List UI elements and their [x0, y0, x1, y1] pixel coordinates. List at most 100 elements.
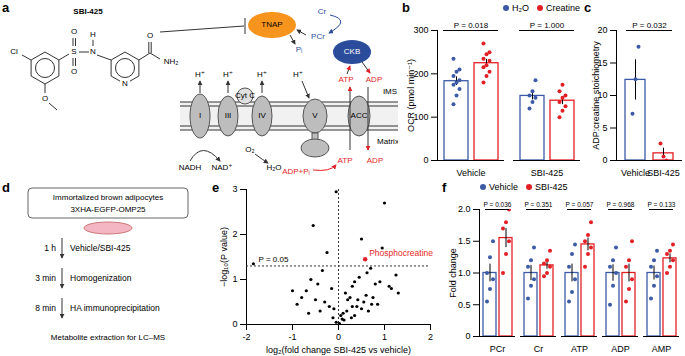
svg-text:OCR (pmol min⁻¹): OCR (pmol min⁻¹)	[406, 59, 416, 132]
svg-text:0: 0	[465, 331, 470, 341]
svg-text:Immortalized brown adipocytes: Immortalized brown adipocytes	[53, 193, 163, 202]
svg-text:2: 2	[232, 229, 237, 239]
svg-text:2.0: 2.0	[458, 204, 471, 214]
svg-text:P = 0.968: P = 0.968	[607, 201, 635, 208]
svg-text:V: V	[312, 111, 318, 120]
svg-text:−log₁₀(P value): −log₁₀(P value)	[219, 227, 229, 287]
svg-text:IMS: IMS	[383, 87, 397, 96]
svg-text:P = 0.032: P = 0.032	[632, 21, 667, 30]
svg-text:Cyt C: Cyt C	[235, 91, 255, 100]
svg-text:2: 2	[428, 332, 433, 342]
svg-text:H⁺: H⁺	[293, 70, 303, 79]
svg-text:5: 5	[602, 123, 607, 133]
svg-text:O₂: O₂	[245, 145, 254, 154]
svg-text:0: 0	[423, 155, 428, 165]
svg-text:S: S	[71, 47, 76, 56]
svg-text:Vehicle: Vehicle	[621, 168, 650, 178]
svg-text:H: H	[90, 30, 96, 39]
svg-text:ATP: ATP	[339, 75, 354, 84]
html-text:a: a	[2, 0, 10, 15]
svg-text:P = 0.018: P = 0.018	[454, 21, 489, 30]
svg-text:P = 0.036: P = 0.036	[484, 201, 512, 208]
svg-text:Matrix: Matrix	[377, 137, 399, 146]
svg-text:P = 0.351: P = 0.351	[525, 201, 553, 208]
svg-text:Vehicle/SBI-425: Vehicle/SBI-425	[70, 243, 131, 253]
svg-text:IV: IV	[258, 111, 266, 120]
svg-text:ATP: ATP	[571, 344, 588, 354]
svg-text:200: 200	[413, 68, 429, 79]
svg-text:1: 1	[382, 332, 387, 342]
svg-text:P = 1.000: P = 1.000	[530, 21, 565, 30]
svg-text:Phosphocreatine: Phosphocreatine	[369, 248, 433, 258]
svg-text:100: 100	[413, 112, 429, 122]
svg-text:ADP: ADP	[367, 156, 383, 165]
svg-text:N: N	[122, 79, 128, 88]
svg-text:ADP+Pᵢ: ADP+Pᵢ	[282, 167, 310, 176]
html-text:b: b	[402, 0, 410, 15]
svg-text:H⁺: H⁺	[195, 70, 205, 79]
svg-text:PCr: PCr	[490, 344, 506, 354]
svg-text:TNAP: TNAP	[261, 20, 282, 29]
svg-text:Cr: Cr	[534, 344, 544, 354]
svg-text:PCr: PCr	[311, 32, 325, 41]
svg-text:Homogenization: Homogenization	[70, 273, 132, 283]
svg-text:SBI-425: SBI-425	[647, 168, 680, 178]
svg-text:NADH: NADH	[179, 163, 202, 172]
svg-text:H⁺: H⁺	[257, 70, 267, 79]
svg-text:0: 0	[336, 332, 341, 342]
svg-text:N: N	[90, 47, 96, 56]
svg-text:H₂O: H₂O	[266, 163, 281, 172]
svg-text:Pᵢ: Pᵢ	[296, 45, 303, 54]
svg-text:0: 0	[602, 155, 607, 165]
svg-text:III: III	[225, 111, 232, 120]
svg-text:O: O	[42, 94, 48, 103]
svg-text:300: 300	[413, 25, 428, 35]
svg-text:0: 0	[232, 319, 237, 329]
svg-text:1: 1	[232, 274, 237, 284]
svg-text:20: 20	[597, 25, 607, 35]
svg-text:Fold change: Fold change	[448, 248, 458, 298]
svg-text:CKB: CKB	[344, 47, 360, 56]
svg-text:0.5: 0.5	[458, 300, 471, 310]
svg-text:NAD⁺: NAD⁺	[211, 163, 232, 172]
svg-text:NH₂: NH₂	[164, 57, 179, 66]
svg-text:Metabolite extraction for LC–M: Metabolite extraction for LC–MS	[51, 333, 165, 342]
svg-text:HA immunoprecipitation: HA immunoprecipitation	[70, 303, 160, 313]
svg-text:10: 10	[597, 90, 608, 101]
svg-text:I: I	[199, 111, 201, 120]
html-text:Vehicle: Vehicle	[489, 182, 518, 192]
svg-text:Cl: Cl	[10, 47, 18, 56]
svg-text:ADP:creatine stoichiometry: ADP:creatine stoichiometry	[591, 41, 601, 150]
svg-text:Cr: Cr	[318, 7, 327, 16]
svg-text:3: 3	[232, 184, 237, 194]
svg-text:8 min: 8 min	[35, 303, 56, 313]
svg-text:ACC: ACC	[351, 111, 368, 120]
svg-text:SBI-425: SBI-425	[73, 7, 103, 16]
svg-text:ADP: ADP	[366, 75, 382, 84]
svg-text:ADP: ADP	[611, 344, 630, 354]
svg-text:1 h: 1 h	[44, 243, 56, 253]
svg-text:1.5: 1.5	[458, 236, 471, 246]
svg-text:log₂(fold change SBI-425 vs ve: log₂(fold change SBI-425 vs vehicle)	[266, 345, 411, 355]
svg-text:-1: -1	[288, 332, 296, 342]
svg-text:Vehicle: Vehicle	[456, 168, 485, 178]
svg-text:ATP: ATP	[338, 156, 353, 165]
svg-text:P = 0.05: P = 0.05	[259, 255, 289, 264]
svg-text:1.0: 1.0	[458, 268, 471, 278]
svg-text:P = 0.133: P = 0.133	[648, 201, 676, 208]
svg-text:AMP: AMP	[652, 344, 672, 354]
html-text:H₂O: H₂O	[512, 3, 529, 13]
html-text:SBI-425: SBI-425	[535, 182, 568, 192]
svg-text:O: O	[71, 67, 77, 76]
svg-text:P = 0.057: P = 0.057	[566, 201, 594, 208]
svg-text:O: O	[147, 31, 153, 40]
svg-text:3XHA-EGFP-OMP25: 3XHA-EGFP-OMP25	[70, 205, 146, 214]
svg-text:3 min: 3 min	[35, 273, 56, 283]
svg-text:O: O	[71, 27, 77, 36]
svg-text:H⁺: H⁺	[223, 70, 233, 79]
svg-text:SBI-425: SBI-425	[531, 168, 564, 178]
svg-text:-2: -2	[242, 332, 250, 342]
html-text:c: c	[584, 0, 592, 15]
svg-text:15: 15	[597, 57, 608, 68]
html-text:Creatine: Creatine	[546, 3, 580, 13]
